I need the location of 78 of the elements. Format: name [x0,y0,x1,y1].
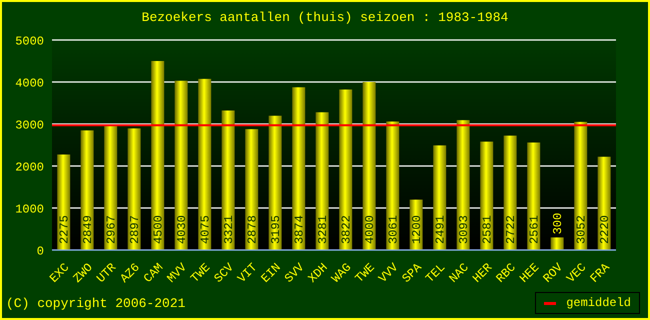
bar [316,112,329,250]
x-tick-label: TWE [188,260,214,286]
bar [339,89,352,250]
bar [598,156,611,250]
y-tick-label: 4000 [15,76,44,90]
data-label: 4500 [152,215,166,244]
data-label: 3321 [222,215,236,244]
bar [57,154,70,250]
bar [245,129,258,250]
x-tick-label: RBC [494,260,519,286]
data-label: 1200 [410,215,424,244]
data-label: 4000 [363,215,378,244]
bar [362,82,376,250]
x-tick-label: NAC [446,260,472,286]
y-tick-label: 0 [36,244,44,258]
bar [222,110,235,250]
x-tick-label: WAG [329,260,354,286]
bar [433,145,446,250]
bar [504,136,517,250]
x-tick-label: FRA [588,260,614,286]
data-label: 2878 [246,215,260,244]
x-tick-label: ZWO [70,260,96,286]
x-tick-label: XDH [306,260,331,286]
bar [292,87,306,250]
x-tick-label: VVV [376,260,402,286]
data-label: 3822 [340,215,354,244]
x-tick-label: CAM [141,260,166,286]
x-tick-label: EIN [258,260,284,286]
data-label: 3874 [292,215,307,244]
x-tick-label: EXC [47,260,72,286]
data-label: 2561 [528,215,542,244]
data-label: 2491 [434,215,448,244]
x-tick-label: HEE [517,260,542,286]
data-label: 2220 [598,215,612,244]
data-label: 3093 [457,215,472,244]
data-label: 2967 [104,215,119,244]
bar [386,121,400,250]
bar [198,78,212,250]
chart-title: Bezoekers aantallen (thuis) seizoen : 1983-1984 [140,10,510,25]
x-tick-label: SCV [212,260,238,286]
y-tick-label: 3000 [15,118,44,132]
data-label: 3061 [386,215,401,244]
bar [574,122,588,250]
data-label: 3052 [574,215,589,244]
y-tick-label: 2000 [15,160,44,174]
text: (C) copyright 2006-2021 [6,296,186,311]
data-label: 300 [551,212,566,234]
x-tick-label: SPA [400,260,426,286]
x-tick-label: VEC [564,260,590,286]
data-label: 4075 [198,215,213,244]
x-tick-label: UTR [94,260,120,286]
x-tick-label: HER [470,260,496,286]
x-tick-label: SVV [282,260,308,286]
data-label: 2722 [504,215,518,244]
x-tick-label: AZ6 [118,260,143,286]
x-tick-label: TEL [423,260,448,286]
y-tick-label: 5000 [15,34,44,48]
legend-label: gemiddeld [566,296,631,310]
data-label: 2849 [81,215,96,244]
bar [480,142,494,250]
x-tick-label: VIT [235,260,260,286]
data-label: 2897 [128,215,142,244]
data-label: 4030 [175,215,190,244]
data-label: 2275 [58,215,72,244]
bar [456,120,470,250]
data-label: 3195 [269,215,284,244]
bar [151,61,164,250]
bar [174,80,188,250]
bar [550,237,564,250]
bar [268,116,282,250]
data-label: 2581 [480,215,495,244]
y-tick-label: 1000 [15,202,44,216]
bar [80,130,94,250]
bar [128,128,141,250]
data-label: 3281 [316,215,330,244]
bar [104,125,118,250]
bar [527,142,540,250]
x-tick-label: TWE [352,260,378,286]
